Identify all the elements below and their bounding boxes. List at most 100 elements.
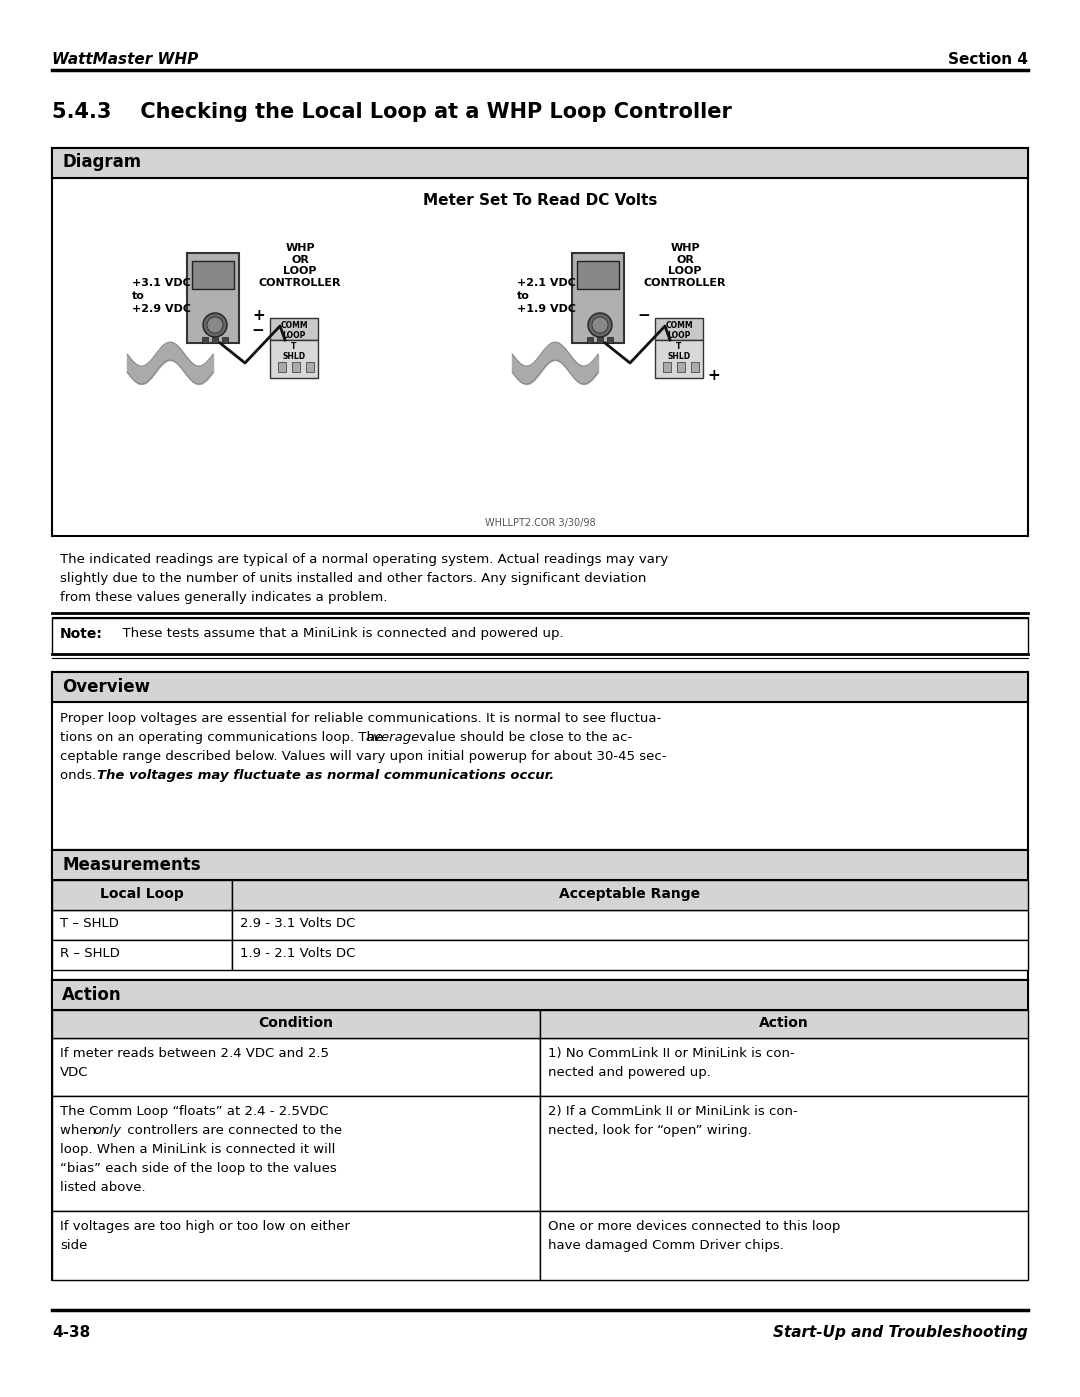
Text: The Comm Loop “floats” at 2.4 - 2.5VDC: The Comm Loop “floats” at 2.4 - 2.5VDC (60, 1105, 328, 1118)
Bar (540, 1038, 1028, 1097)
Bar (278, 362, 286, 372)
Bar (52, 880, 232, 909)
Text: have damaged Comm Driver chips.: have damaged Comm Driver chips. (548, 1239, 784, 1252)
Text: +1.9 VDC: +1.9 VDC (517, 305, 576, 314)
Text: 1.9 - 2.1 Volts DC: 1.9 - 2.1 Volts DC (240, 947, 355, 960)
Text: Note:: Note: (60, 627, 103, 641)
Bar (232, 880, 1028, 909)
Text: 4-38: 4-38 (52, 1324, 91, 1340)
Text: nected, look for “open” wiring.: nected, look for “open” wiring. (548, 1125, 752, 1137)
Circle shape (588, 313, 612, 337)
Text: slightly due to the number of units installed and other factors. Any significant: slightly due to the number of units inst… (60, 571, 646, 585)
Text: only: only (93, 1125, 121, 1137)
Text: 2) If a CommLink II or MiniLink is con-: 2) If a CommLink II or MiniLink is con- (548, 1105, 798, 1118)
Text: Acceptable Range: Acceptable Range (559, 887, 701, 901)
Text: R – SHLD: R – SHLD (60, 947, 120, 960)
Bar (52, 981, 1028, 1010)
Bar (52, 1097, 540, 1211)
Text: One or more devices connected to this loop: One or more devices connected to this lo… (548, 1220, 840, 1234)
Text: +2.9 VDC: +2.9 VDC (132, 305, 191, 314)
Text: These tests assume that a MiniLink is connected and powered up.: These tests assume that a MiniLink is co… (114, 627, 564, 640)
Bar (232, 940, 1028, 970)
Bar (187, 253, 239, 344)
Bar (192, 261, 234, 289)
Bar (52, 148, 1028, 177)
Text: VDC: VDC (60, 1066, 89, 1078)
Text: Section 4: Section 4 (948, 52, 1028, 67)
Bar (52, 672, 1028, 849)
Text: COMM
LOOP: COMM LOOP (280, 321, 308, 341)
Text: Measurements: Measurements (62, 856, 201, 875)
Bar (52, 1038, 540, 1097)
Text: onds.: onds. (60, 768, 100, 782)
Bar (232, 909, 1028, 940)
Bar (52, 1211, 540, 1280)
Bar (677, 362, 685, 372)
Text: average: average (365, 731, 419, 745)
Bar (654, 319, 703, 339)
Bar (540, 1010, 1028, 1038)
Text: to: to (132, 291, 145, 300)
Bar (52, 849, 1028, 981)
Bar (52, 909, 232, 940)
Text: ceptable range described below. Values will vary upon initial powerup for about : ceptable range described below. Values w… (60, 750, 666, 763)
Bar (292, 362, 300, 372)
Text: Action: Action (62, 986, 122, 1004)
Circle shape (592, 317, 608, 332)
Bar (52, 617, 1028, 654)
Text: from these values generally indicates a problem.: from these values generally indicates a … (60, 591, 388, 604)
Text: T – SHLD: T – SHLD (60, 916, 119, 930)
Text: +: + (707, 367, 719, 383)
Bar (663, 362, 671, 372)
Text: Diagram: Diagram (62, 154, 141, 170)
Text: The voltages may fluctuate as normal communications occur.: The voltages may fluctuate as normal com… (97, 768, 554, 782)
Text: −: − (637, 307, 650, 323)
Bar (540, 1097, 1028, 1211)
Bar (577, 261, 619, 289)
Bar (540, 1211, 1028, 1280)
Text: 1) No CommLink II or MiniLink is con-: 1) No CommLink II or MiniLink is con- (548, 1046, 795, 1060)
Text: “bias” each side of the loop to the values: “bias” each side of the loop to the valu… (60, 1162, 337, 1175)
Text: Overview: Overview (62, 678, 150, 696)
Bar (212, 337, 218, 344)
Bar (52, 849, 1028, 880)
Bar (572, 253, 624, 344)
Text: 2.9 - 3.1 Volts DC: 2.9 - 3.1 Volts DC (240, 916, 355, 930)
Bar (588, 337, 593, 344)
Text: Local Loop: Local Loop (100, 887, 184, 901)
Text: listed above.: listed above. (60, 1180, 146, 1194)
Bar (306, 362, 314, 372)
Bar (270, 319, 318, 339)
Bar (202, 337, 208, 344)
Text: Action: Action (759, 1016, 809, 1030)
Text: If meter reads between 2.4 VDC and 2.5: If meter reads between 2.4 VDC and 2.5 (60, 1046, 329, 1060)
Bar (691, 362, 699, 372)
Bar (597, 337, 603, 344)
Text: loop. When a MiniLink is connected it will: loop. When a MiniLink is connected it wi… (60, 1143, 336, 1155)
Text: nected and powered up.: nected and powered up. (548, 1066, 711, 1078)
Text: −: − (251, 323, 264, 338)
Text: WHLLPT2.COR 3/30/98: WHLLPT2.COR 3/30/98 (485, 518, 595, 528)
Text: tions on an operating communications loop. The: tions on an operating communications loo… (60, 731, 388, 745)
Text: T
SHLD
R: T SHLD R (283, 342, 306, 372)
Bar (222, 337, 228, 344)
Text: when: when (60, 1125, 100, 1137)
Bar (52, 940, 232, 970)
Text: Proper loop voltages are essential for reliable communications. It is normal to : Proper loop voltages are essential for r… (60, 712, 661, 725)
Text: If voltages are too high or too low on either: If voltages are too high or too low on e… (60, 1220, 350, 1234)
Text: +2.1 VDC: +2.1 VDC (517, 278, 576, 288)
Text: WHP
OR
LOOP
CONTROLLER: WHP OR LOOP CONTROLLER (644, 243, 726, 288)
Text: value should be close to the ac-: value should be close to the ac- (415, 731, 632, 745)
Text: Condition: Condition (258, 1016, 334, 1030)
Text: to: to (517, 291, 530, 300)
Text: +3.1 VDC: +3.1 VDC (132, 278, 191, 288)
Text: controllers are connected to the: controllers are connected to the (123, 1125, 342, 1137)
Text: Start-Up and Troubleshooting: Start-Up and Troubleshooting (773, 1324, 1028, 1340)
Text: 5.4.3    Checking the Local Loop at a WHP Loop Controller: 5.4.3 Checking the Local Loop at a WHP L… (52, 102, 732, 122)
Text: T
SHLD
R: T SHLD R (667, 342, 690, 372)
Bar (52, 148, 1028, 536)
Text: COMM
LOOP: COMM LOOP (665, 321, 692, 341)
Bar (270, 339, 318, 379)
Circle shape (207, 317, 222, 332)
Bar (52, 981, 1028, 1280)
